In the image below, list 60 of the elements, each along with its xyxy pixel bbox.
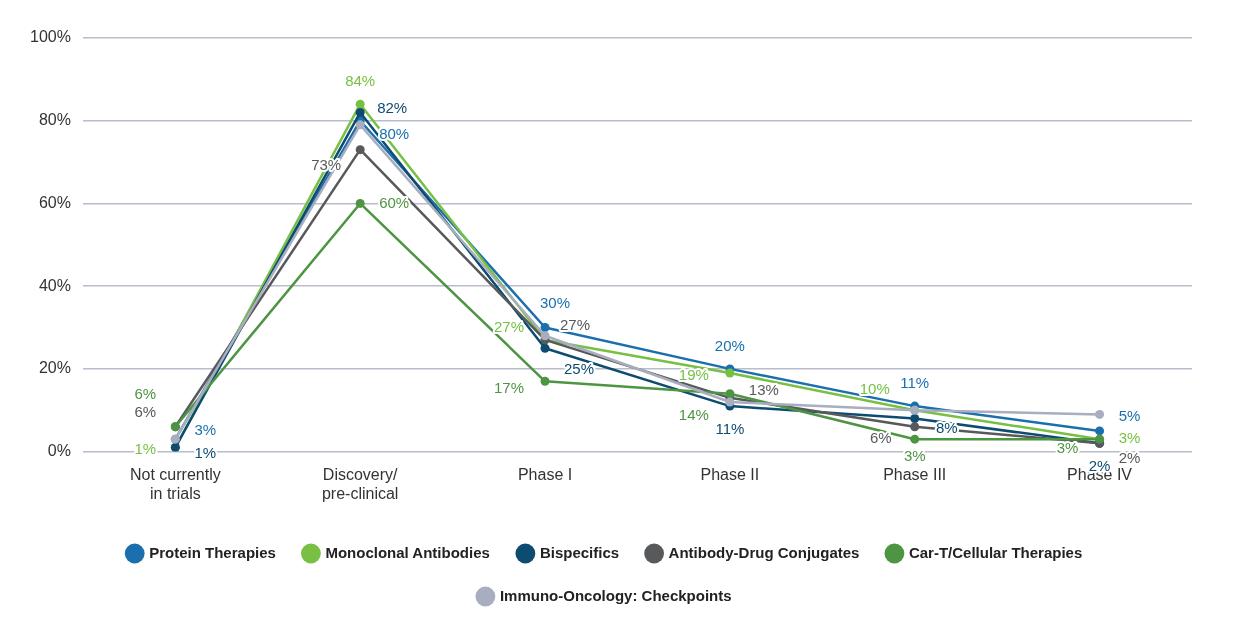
point [540, 376, 550, 386]
point [1095, 426, 1105, 436]
y-tick-label: 20% [38, 359, 71, 377]
data-label: 14% [678, 405, 709, 423]
data-label: 6% [134, 402, 157, 420]
data-label: 1% [134, 439, 157, 457]
legend-label: Car-T/Cellular Therapies [908, 543, 1083, 561]
point [725, 389, 735, 399]
y-tick-label: 60% [38, 193, 71, 211]
point [725, 368, 735, 378]
y-tick-label: 0% [47, 442, 71, 460]
data-label: 17% [494, 379, 525, 397]
x-tick-label: Phase I [517, 465, 573, 483]
data-label: 6% [134, 384, 157, 402]
data-label: 60% [379, 193, 410, 211]
point [910, 434, 920, 444]
point [355, 145, 365, 155]
legend-label: Antibody-Drug Conjugates [668, 543, 860, 561]
y-tick-label: 40% [38, 276, 71, 294]
data-label: 3% [1056, 439, 1079, 457]
data-label: 3% [194, 421, 217, 439]
point [355, 107, 365, 117]
data-label: 11% [715, 420, 745, 438]
data-label: 27% [494, 318, 525, 336]
data-label: 6% [869, 428, 892, 446]
data-label: 1% [194, 443, 217, 461]
point [355, 198, 365, 208]
legend-label: Immuno-Oncology: Checkpoints [499, 586, 732, 604]
x-tick-label: Phase II [700, 465, 760, 483]
y-tick-label: 80% [38, 111, 71, 129]
x-tick-label: Discovery/ pre-clinical [321, 465, 399, 502]
x-tick-label: Not currently in trials [129, 465, 221, 502]
legend-label: Monoclonal Antibodies [325, 543, 490, 561]
data-label: 11% [900, 374, 930, 392]
data-label: 82% [377, 98, 408, 116]
data-label: 27% [560, 316, 591, 334]
data-label: 13% [748, 380, 779, 398]
data-label: 5% [1118, 407, 1141, 425]
data-label: 25% [564, 360, 595, 378]
point [725, 397, 735, 407]
point [1095, 409, 1105, 419]
legend-label: Protein Therapies [149, 543, 276, 561]
point [910, 414, 920, 424]
point [910, 422, 920, 432]
data-label: 10% [859, 380, 890, 398]
data-label: 30% [540, 293, 571, 311]
y-tick-label: 100% [30, 28, 71, 46]
point [540, 323, 550, 333]
data-label: 20% [714, 337, 745, 355]
data-label: 2% [1118, 449, 1141, 467]
point [355, 99, 365, 109]
data-label: 3% [1118, 429, 1141, 447]
data-label: 3% [903, 447, 926, 465]
point [540, 331, 550, 341]
point [355, 120, 365, 130]
data-label: 19% [678, 366, 709, 384]
data-label: 84% [345, 72, 376, 90]
point [540, 343, 550, 353]
x-tick-label: Phase III [883, 465, 947, 483]
legend-label: Bispecifics [539, 543, 620, 561]
